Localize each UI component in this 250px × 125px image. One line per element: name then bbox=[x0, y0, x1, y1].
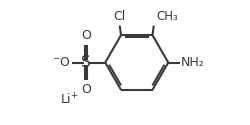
Text: Cl: Cl bbox=[114, 10, 126, 24]
Text: $^{-}$O: $^{-}$O bbox=[52, 56, 70, 69]
Text: CH₃: CH₃ bbox=[156, 10, 178, 24]
Text: O: O bbox=[81, 29, 91, 42]
Text: Li$^{+}$: Li$^{+}$ bbox=[60, 92, 78, 107]
Text: O: O bbox=[81, 83, 91, 96]
Text: S: S bbox=[81, 55, 91, 70]
Text: NH₂: NH₂ bbox=[181, 56, 204, 69]
